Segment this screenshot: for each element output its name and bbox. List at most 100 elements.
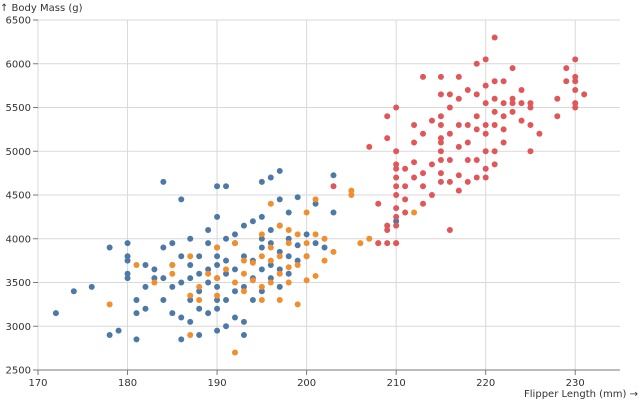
- data-point: [509, 108, 516, 115]
- data-point: [330, 183, 337, 190]
- data-point: [214, 327, 221, 334]
- data-point: [223, 235, 230, 242]
- data-point: [455, 187, 462, 194]
- data-point: [276, 266, 283, 273]
- data-point: [437, 91, 444, 98]
- data-point: [285, 264, 292, 271]
- data-point: [231, 266, 238, 273]
- data-point: [124, 240, 131, 247]
- data-point: [312, 240, 319, 247]
- data-point: [294, 194, 301, 201]
- data-point: [420, 73, 427, 80]
- data-point: [214, 297, 221, 303]
- data-point: [491, 95, 498, 102]
- data-point: [258, 266, 265, 273]
- data-point: [384, 222, 391, 229]
- data-point: [303, 240, 310, 247]
- data-point: [500, 139, 507, 146]
- x-tick-label: 170: [28, 378, 47, 389]
- data-point: [258, 178, 265, 185]
- data-point: [437, 73, 444, 80]
- data-point: [214, 213, 221, 220]
- gridlines: [37, 19, 620, 371]
- data-point: [160, 178, 167, 185]
- data-point: [169, 283, 176, 290]
- data-point: [312, 272, 319, 279]
- data-point: [133, 336, 140, 343]
- data-point: [482, 100, 489, 107]
- data-point: [554, 95, 561, 102]
- data-point: [285, 235, 292, 242]
- data-point: [402, 165, 409, 172]
- data-point: [464, 87, 471, 93]
- data-point: [428, 117, 435, 124]
- y-tick-label: 4000: [6, 234, 31, 245]
- x-tick-label: 180: [118, 378, 137, 389]
- data-point: [473, 126, 480, 133]
- data-points: [52, 34, 588, 356]
- data-point: [133, 297, 140, 303]
- data-point: [303, 253, 310, 260]
- data-point: [223, 270, 230, 277]
- data-point: [491, 161, 498, 168]
- data-point: [258, 288, 265, 295]
- data-point: [303, 231, 310, 238]
- data-point: [312, 231, 319, 238]
- data-point: [142, 305, 149, 312]
- data-point: [231, 279, 238, 286]
- data-point: [285, 240, 292, 247]
- data-point: [124, 253, 131, 260]
- data-point: [214, 275, 221, 282]
- data-point: [455, 143, 462, 150]
- data-point: [124, 275, 131, 282]
- data-point: [572, 104, 579, 111]
- data-point: [536, 130, 543, 137]
- data-point: [223, 323, 230, 330]
- data-point: [160, 275, 167, 282]
- data-point: [473, 157, 480, 163]
- data-point: [223, 297, 230, 303]
- data-point: [437, 139, 444, 146]
- data-point: [240, 253, 247, 260]
- data-point: [294, 301, 301, 308]
- data-point: [420, 130, 427, 137]
- data-point: [231, 349, 238, 356]
- data-point: [491, 122, 498, 128]
- data-point: [133, 310, 140, 317]
- data-point: [240, 283, 247, 290]
- data-point: [446, 130, 453, 137]
- data-point: [420, 183, 427, 190]
- data-point: [303, 277, 310, 284]
- y-tick-label: 2500: [6, 366, 31, 377]
- data-point: [411, 174, 418, 181]
- data-point: [258, 235, 265, 242]
- data-point: [375, 200, 382, 207]
- data-point: [214, 292, 221, 299]
- data-point: [267, 227, 274, 233]
- data-point: [196, 332, 203, 338]
- data-point: [240, 257, 247, 264]
- data-point: [482, 56, 489, 63]
- data-point: [509, 95, 516, 102]
- y-tick-label: 6500: [6, 16, 31, 27]
- x-tick-label: 220: [476, 378, 495, 389]
- data-point: [267, 244, 274, 251]
- data-point: [402, 196, 409, 203]
- data-point: [446, 178, 453, 185]
- data-point: [393, 174, 400, 181]
- data-point: [151, 275, 158, 282]
- data-point: [249, 218, 256, 225]
- data-point: [393, 192, 400, 198]
- y-tick-label: 5500: [6, 103, 31, 114]
- data-point: [294, 231, 301, 238]
- data-point: [205, 310, 212, 317]
- data-point: [411, 159, 418, 166]
- data-point: [464, 157, 471, 163]
- data-point: [160, 244, 167, 251]
- data-point: [509, 65, 516, 72]
- data-point: [214, 253, 221, 260]
- data-point: [482, 82, 489, 89]
- data-point: [518, 117, 525, 124]
- x-tick-label: 200: [297, 378, 316, 389]
- x-axis-title: Flipper Length (mm) →: [524, 389, 638, 400]
